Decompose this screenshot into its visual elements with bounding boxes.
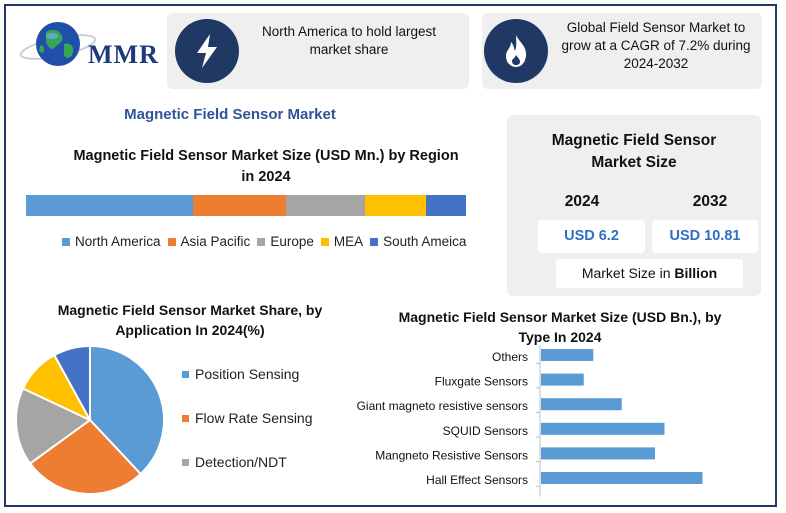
legend-swatch (320, 237, 329, 246)
region-legend-item: MEA (320, 234, 364, 249)
region-legend-item: Europe (257, 234, 314, 249)
legend-swatch (257, 237, 266, 246)
type-bar-others (541, 349, 594, 361)
logo: MMR (18, 14, 168, 84)
legend-swatch (370, 237, 379, 246)
region-legend-item: North America (62, 234, 161, 249)
infographic-frame (4, 4, 777, 507)
region-legend-item: South Ameica (370, 234, 466, 249)
type-bar-giant-magneto-resistive-sensors (541, 398, 622, 411)
type-bar-label: Hall Effect Sensors (426, 473, 528, 487)
type-bar-label: SQUID Sensors (443, 424, 528, 438)
type-chart-title: Magnetic Field Sensor Market Size (USD B… (398, 309, 722, 346)
legend-label: MEA (333, 234, 364, 249)
legend-swatch (167, 237, 176, 246)
type-bar-chart: Others Fluxgate Sensors Giant magneto resi… (357, 345, 703, 497)
report-title: Magnetic Field Sensor Market (124, 106, 336, 123)
legend-swatch (182, 370, 189, 378)
pie-slice-detection-ndt (15, 387, 92, 465)
year-2032-label: 2032 (692, 193, 728, 210)
type-bar-label: Mangneto Resistive Sensors (375, 448, 528, 462)
type-bar-squid-sensors (541, 422, 665, 435)
logo-text: MMR (88, 40, 159, 69)
unit-bold: Billion (674, 265, 718, 281)
legend-label: Detection/NDT (195, 454, 287, 470)
application-legend: Position Sensing Flow Rate Sensing Detecti… (182, 366, 313, 498)
type-bar-fluxgate-sensors (541, 373, 584, 386)
type-bar-label: Others (492, 350, 528, 364)
legend-label: North America (75, 234, 161, 249)
value-2032: USD 10.81 (652, 220, 758, 253)
legend-swatch (182, 414, 189, 422)
lightning-icon (175, 19, 239, 83)
region-segment-south-ameica (426, 195, 466, 216)
type-bar-label: Giant magneto resistive sensors (357, 399, 528, 413)
market-size-panel: Magnetic Field Sensor Market Size 2024 2… (507, 115, 761, 296)
legend-label: Europe (270, 234, 314, 249)
application-legend-item: Detection/NDT (182, 454, 313, 470)
highlight-text-region: North America to hold largest market sha… (261, 24, 437, 58)
type-bar-mangneto-resistive-sensors (541, 447, 655, 460)
legend-label: Flow Rate Sensing (195, 410, 313, 426)
pie-slice-unlabeled-4 (52, 344, 91, 421)
region-segment-mea (364, 195, 427, 216)
application-legend-item: Flow Rate Sensing (182, 410, 313, 426)
application-legend-item: Position Sensing (182, 366, 313, 382)
legend-label: South Ameica (383, 234, 467, 249)
pie-slice-position-sensing (89, 344, 165, 476)
region-segment-north-america (26, 195, 194, 216)
legend-label: Position Sensing (195, 366, 300, 382)
unit-label: Market Size in Billion (556, 259, 743, 288)
region-stacked-bar (26, 195, 466, 216)
type-bar-hall-effect-sensors (541, 472, 703, 484)
highlight-card-region: North America to hold largest market sha… (167, 13, 469, 89)
legend-swatch (62, 237, 70, 246)
region-legend-item: Asia Pacific (167, 234, 251, 249)
value-2024: USD 6.2 (538, 220, 645, 253)
region-legend: North America Asia Pacific Europe MEA South … (62, 234, 466, 249)
highlight-text-cagr: Global Field Sensor Market to grow at a … (561, 20, 751, 72)
application-pie-chart (15, 344, 165, 495)
unit-prefix: Market Size in (581, 265, 675, 281)
globe-icon (19, 22, 97, 66)
region-chart-title: Magnetic Field Sensor Market Size (USD M… (73, 148, 459, 186)
flame-icon (484, 19, 548, 83)
application-chart-title: Magnetic Field Sensor Market Share, by A… (57, 302, 323, 339)
region-segment-asia-pacific (193, 195, 286, 216)
year-2024-label: 2024 (564, 193, 600, 210)
pie-slice-flow-rate-sensing (28, 418, 143, 495)
market-size-title: Magnetic Field Sensor Market Size (551, 132, 717, 172)
type-bar-label: Fluxgate Sensors (435, 375, 528, 389)
region-segment-europe (285, 195, 365, 216)
legend-label: Asia Pacific (180, 234, 251, 249)
legend-swatch (182, 458, 189, 466)
highlight-card-cagr: Global Field Sensor Market to grow at a … (482, 13, 762, 89)
